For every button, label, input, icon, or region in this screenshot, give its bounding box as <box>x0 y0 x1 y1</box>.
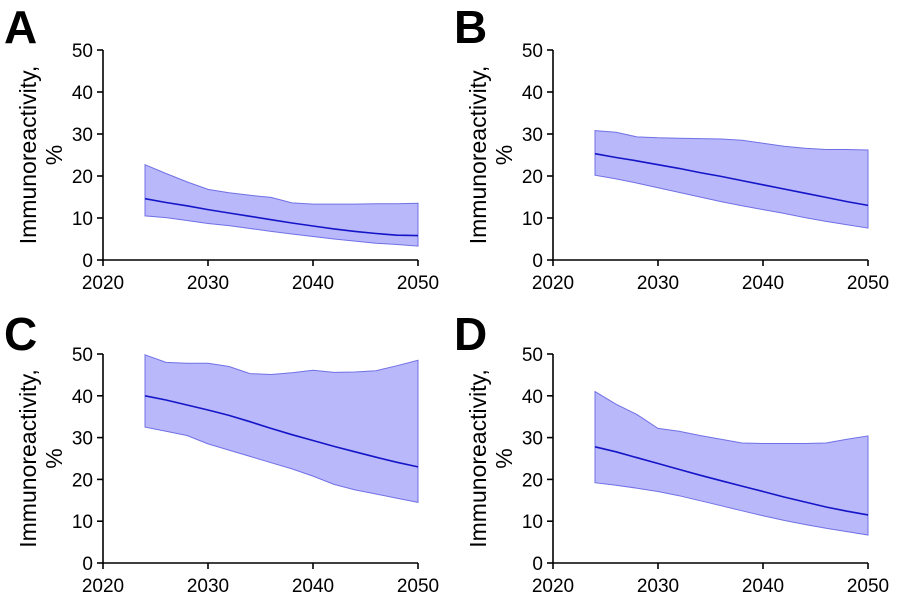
x-tick-label: 2040 <box>292 273 334 294</box>
y-tick-label: 20 <box>72 470 93 491</box>
x-tick-label: 2020 <box>82 576 124 597</box>
y-axis-title-line: Immunoreactivity, <box>465 369 491 548</box>
y-tick-label: 40 <box>72 83 93 104</box>
panel-letter-a: A <box>4 1 37 53</box>
y-tick-label: 10 <box>522 209 543 230</box>
x-tick-label: 2040 <box>292 576 334 597</box>
y-tick-label: 20 <box>72 167 93 188</box>
x-tick-label: 2030 <box>637 576 679 597</box>
y-tick-label: 30 <box>72 125 93 146</box>
y-tick-label: 50 <box>72 345 93 366</box>
y-axis-title-line: % <box>491 448 517 468</box>
y-axis-title-line: % <box>41 448 67 468</box>
y-tick-label: 0 <box>82 251 93 272</box>
y-tick-label: 40 <box>522 83 543 104</box>
x-tick-label: 2020 <box>82 273 124 294</box>
x-tick-label: 2020 <box>532 576 574 597</box>
x-tick-label: 2030 <box>637 273 679 294</box>
y-tick-label: 30 <box>522 125 543 146</box>
y-tick-label: 10 <box>522 512 543 533</box>
x-tick-label: 2050 <box>847 576 889 597</box>
panel-letter-d: D <box>454 308 487 360</box>
y-axis-title-line: % <box>41 145 67 165</box>
y-tick-label: 30 <box>522 429 543 450</box>
x-tick-label: 2030 <box>187 273 229 294</box>
x-tick-label: 2030 <box>187 576 229 597</box>
y-axis-title-line: Immunoreactivity, <box>465 66 491 245</box>
panel-letter-b: B <box>454 1 487 53</box>
y-axis-title-line: Immunoreactivity, <box>15 369 41 548</box>
x-tick-label: 2020 <box>532 273 574 294</box>
y-tick-label: 50 <box>522 345 543 366</box>
y-tick-label: 20 <box>522 470 543 491</box>
y-tick-label: 0 <box>532 251 543 272</box>
x-tick-label: 2050 <box>847 273 889 294</box>
y-axis-title-d: Immunoreactivity,% <box>465 369 517 548</box>
y-axis-title-c: Immunoreactivity,% <box>15 369 67 548</box>
y-tick-label: 10 <box>72 512 93 533</box>
x-tick-label: 2040 <box>742 576 784 597</box>
y-tick-label: 40 <box>72 387 93 408</box>
y-tick-label: 20 <box>522 167 543 188</box>
y-axis-title-line: % <box>491 145 517 165</box>
y-tick-label: 0 <box>532 554 543 575</box>
y-axis-title-b: Immunoreactivity,% <box>465 66 517 245</box>
x-tick-label: 2050 <box>397 273 439 294</box>
y-axis-title-a: Immunoreactivity,% <box>15 66 67 245</box>
panel-letter-c: C <box>4 308 37 360</box>
y-tick-label: 50 <box>72 41 93 62</box>
confidence-band-a <box>144 163 419 247</box>
mean-line-a <box>144 197 419 237</box>
y-tick-label: 30 <box>72 429 93 450</box>
confidence-band-b <box>594 130 869 229</box>
y-axis-title-line: Immunoreactivity, <box>15 66 41 245</box>
y-tick-label: 40 <box>522 387 543 408</box>
mean-line-d <box>594 446 869 516</box>
mean-line-c <box>144 395 419 468</box>
mean-line-b <box>594 152 869 207</box>
x-tick-label: 2040 <box>742 273 784 294</box>
confidence-band-d <box>594 390 869 536</box>
y-tick-label: 0 <box>82 554 93 575</box>
y-tick-label: 50 <box>522 41 543 62</box>
y-tick-label: 10 <box>72 209 93 230</box>
confidence-band-c <box>144 354 419 504</box>
x-tick-label: 2050 <box>397 576 439 597</box>
